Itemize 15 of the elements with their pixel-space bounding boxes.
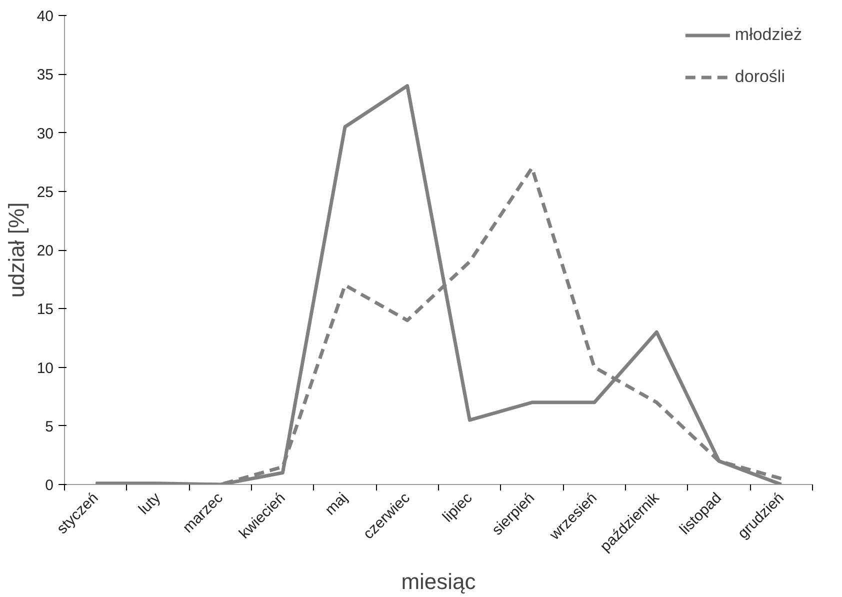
y-tick-label: 15 <box>36 301 54 318</box>
x-tick-label: maj <box>322 489 352 519</box>
y-tick-label: 5 <box>45 418 54 436</box>
y-tick-label: 20 <box>36 242 54 260</box>
y-axis-title: udział [%] <box>4 202 29 298</box>
y-tick-label: 0 <box>45 477 54 494</box>
legend-label: młodzież <box>734 25 802 45</box>
y-tick-label: 30 <box>36 125 54 142</box>
legend-label: dorośli <box>734 67 785 87</box>
x-axis-title: miesiąc <box>401 569 476 594</box>
y-tick-label: 35 <box>36 66 54 84</box>
x-tick-label: luty <box>135 489 164 518</box>
y-tick-label: 25 <box>36 184 54 201</box>
y-tick-label: 10 <box>36 360 54 377</box>
y-tick-label: 40 <box>36 8 54 25</box>
